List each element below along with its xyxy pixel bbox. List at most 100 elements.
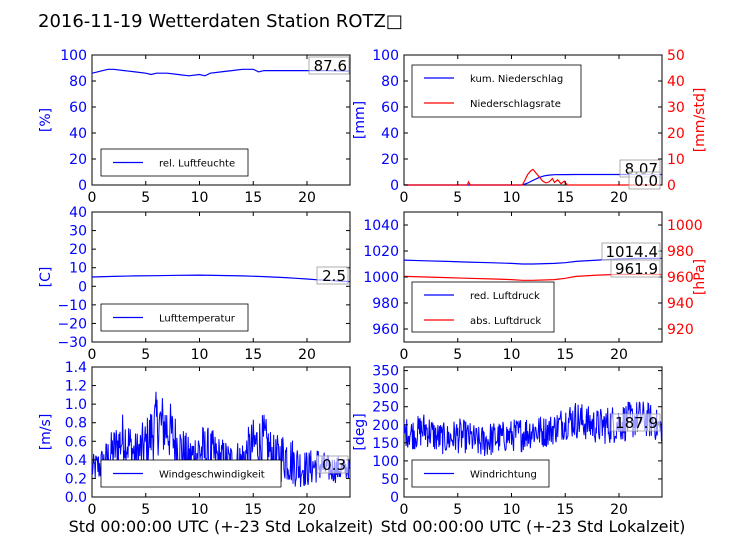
y-tick-label: 0 [390,490,399,506]
x-tick-label: 5 [141,190,150,206]
value-annotation: 0.3 [322,456,346,474]
x-tick-label: 10 [503,347,521,363]
x-tick-label: 20 [610,347,628,363]
legend-label: red. Luftdruck [470,291,540,302]
y2-tick-label: 50 [667,48,685,64]
y-tick-label: 300 [372,382,399,398]
value-annotation-box [316,266,349,285]
y-axis-label: [deg] [352,413,368,450]
y-tick-label: −30 [57,335,87,351]
x-tick-label: 10 [503,502,521,518]
x-tick-label: 5 [453,347,462,363]
x-tick-label: 0 [88,502,97,518]
x-tick-label: 20 [298,347,316,363]
y-tick-label: 40 [69,205,87,221]
y-tick-label: 0 [78,279,87,295]
y-tick-label: −20 [57,316,87,332]
y-tick-label: 960 [372,322,399,338]
legend-label: rel. Luftfeuchte [159,159,235,170]
y2-axis-label: [mm/std] [692,88,708,153]
legend-box [100,148,249,177]
value-annotation: 0.0 [634,172,658,190]
legend-box [411,64,582,118]
legend-label: kum. Niederschlag [470,74,563,85]
x-tick-label: 0 [88,347,97,363]
x-tick-label: 10 [191,502,209,518]
legend-label: abs. Luftdruck [470,316,541,327]
y2-tick-label: 0 [667,178,676,194]
y-tick-label: 20 [69,152,87,168]
x-tick-label: 15 [244,190,262,206]
y-tick-label: 50 [381,472,399,488]
y-tick-label: 0.6 [65,434,87,450]
legend-label: Windrichtung [470,470,537,481]
y-tick-label: 250 [372,400,399,416]
y-axis-label: [m/s] [38,414,54,451]
value-annotation: 1014.4 [606,243,659,261]
series-line [403,401,663,457]
y-tick-label: 80 [69,74,87,90]
value-annotation: 961.9 [615,260,658,278]
x-tick-label: 15 [244,347,262,363]
x-tick-label: 20 [610,502,628,518]
y2-tick-label: 960 [667,270,694,286]
y-tick-label: 40 [69,126,87,142]
y-tick-label: 150 [372,436,399,452]
y2-tick-label: 920 [667,322,694,338]
y2-tick-label: 1000 [667,218,703,234]
y-tick-label: 1020 [363,244,399,260]
y-tick-label: 80 [381,74,399,90]
value-annotation-box [610,259,661,278]
y2-tick-label: 980 [667,244,694,260]
x-axis-label-left: Std 00:00:00 UTC (+-23 Std Lokalzeit) [69,517,374,536]
y-tick-label: 980 [372,296,399,312]
legend-box [411,281,555,333]
y-tick-label: 1000 [363,270,399,286]
y2-tick-label: 10 [667,152,685,168]
y2-tick-label: 30 [667,100,685,116]
x-tick-label: 5 [141,502,150,518]
x-tick-label: 10 [503,190,521,206]
y-tick-label: 350 [372,364,399,380]
y-tick-label: 0.2 [65,471,87,487]
y-tick-label: 0.0 [65,490,87,506]
y-tick-label: 1.4 [65,360,87,376]
x-axis-label-right: Std 00:00:00 UTC (+-23 Std Lokalzeit) [381,517,686,536]
y-tick-label: 0.8 [65,416,87,432]
x-tick-label: 5 [141,347,150,363]
y-tick-label: 60 [381,100,399,116]
y2-tick-label: 20 [667,126,685,142]
y-axis-label: [%] [38,108,54,132]
y-tick-label: 200 [372,418,399,434]
value-annotation: 2.5 [322,267,346,285]
y2-tick-label: 40 [667,74,685,90]
x-tick-label: 0 [400,190,409,206]
x-tick-label: 15 [244,502,262,518]
x-tick-label: 10 [191,347,209,363]
y-tick-label: 40 [381,126,399,142]
y-tick-label: 100 [60,48,87,64]
series-line [404,173,662,186]
y-tick-label: 20 [381,152,399,168]
x-tick-label: 10 [191,190,209,206]
x-tick-label: 5 [453,190,462,206]
y-tick-label: 0 [78,178,87,194]
value-annotation-box [316,455,349,474]
legend-label: Windgeschwindigkeit [159,470,265,481]
series-line [91,68,351,77]
value-annotation-box [628,171,661,190]
x-tick-label: 0 [88,190,97,206]
figure-title: 2016-11-19 Wetterdaten Station ROTZ□ [38,11,403,32]
value-annotation-box [610,413,661,432]
series-line [404,168,662,186]
y-tick-label: 1040 [363,218,399,234]
x-tick-label: 20 [298,190,316,206]
y-tick-label: 60 [69,100,87,116]
y-tick-label: 10 [69,261,87,277]
value-annotation: 187.9 [615,414,658,432]
x-tick-label: 0 [400,347,409,363]
y2-axis-label: [hPa] [692,259,708,295]
legend-label: Lufttemperatur [159,314,236,325]
